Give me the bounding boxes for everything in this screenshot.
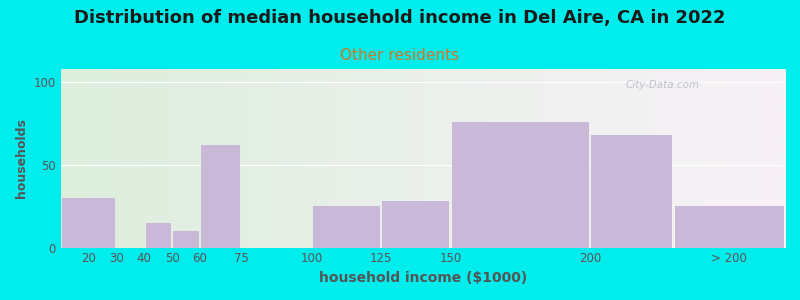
Bar [202, 145, 240, 248]
Bar [452, 122, 589, 248]
X-axis label: household income ($1000): household income ($1000) [318, 271, 527, 285]
Bar [382, 201, 450, 248]
Bar [62, 198, 115, 247]
Text: Other residents: Other residents [341, 48, 459, 63]
Text: City-Data.com: City-Data.com [626, 80, 700, 90]
Text: Distribution of median household income in Del Aire, CA in 2022: Distribution of median household income … [74, 9, 726, 27]
Bar [675, 206, 784, 248]
Bar [146, 223, 170, 248]
Bar [591, 135, 672, 248]
Y-axis label: households: households [15, 118, 28, 198]
Bar [174, 231, 198, 247]
Bar [313, 206, 380, 248]
